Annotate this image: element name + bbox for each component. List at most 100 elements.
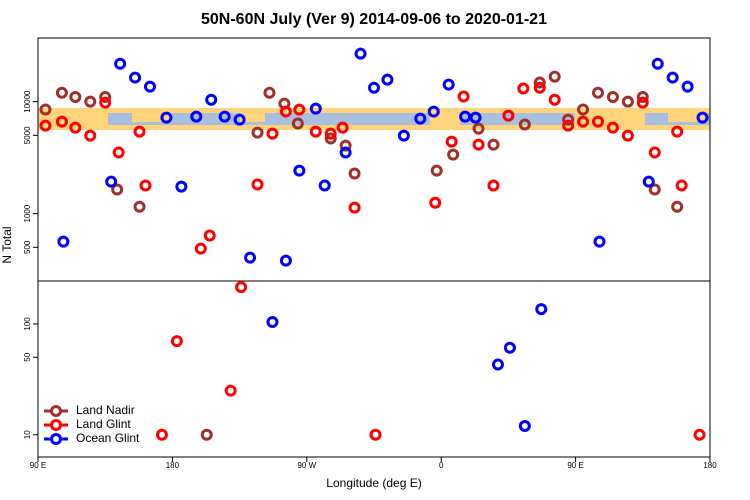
y-tick-label: 500: [23, 240, 32, 254]
point: [457, 90, 470, 103]
point: [447, 148, 460, 161]
point: [348, 167, 361, 180]
legend-label: Land Nadir: [76, 403, 135, 417]
y-tick-label: 100: [23, 317, 32, 331]
y-tick-label: 1000: [23, 204, 32, 222]
point: [336, 121, 349, 134]
point: [442, 78, 455, 91]
point: [99, 96, 112, 109]
bottom-panel-frame: [37, 280, 711, 458]
point: [592, 86, 604, 99]
point: [324, 127, 337, 140]
map-strip: [38, 108, 710, 130]
point: [57, 235, 70, 248]
point: [133, 125, 146, 138]
point: [266, 316, 279, 329]
point: [251, 126, 264, 139]
point: [487, 138, 500, 151]
point: [503, 341, 516, 354]
point: [491, 358, 504, 371]
point: [218, 110, 231, 123]
point: [533, 81, 546, 94]
point: [112, 146, 125, 159]
point: [105, 175, 118, 188]
point: [55, 86, 68, 99]
chart-title: 50N-60N July (Ver 9) 2014-09-06 to 2020-…: [201, 11, 547, 28]
point: [562, 113, 575, 126]
point: [469, 111, 482, 124]
point: [111, 183, 124, 196]
point: [487, 179, 500, 192]
point: [144, 80, 156, 93]
point: [459, 110, 472, 123]
point: [577, 115, 590, 128]
x-tick-label: 90 E: [30, 461, 46, 470]
legend-marker: [50, 419, 62, 431]
x-tick-label: 90 E: [567, 461, 583, 470]
point: [368, 81, 380, 94]
point: [636, 96, 649, 109]
point: [675, 179, 688, 192]
point: [205, 93, 218, 106]
point: [99, 90, 112, 103]
point: [472, 122, 485, 135]
point: [427, 105, 440, 118]
point: [318, 179, 331, 192]
point: [548, 93, 561, 106]
point: [535, 303, 548, 316]
point: [517, 82, 530, 95]
point: [200, 428, 213, 441]
legend-label: Land Glint: [76, 417, 131, 431]
legend-marker: [50, 405, 62, 417]
x-tick-label: 180: [166, 461, 180, 470]
point: [190, 110, 203, 123]
point: [606, 90, 619, 103]
y-tick-label: 10000: [23, 90, 32, 113]
point: [429, 196, 442, 209]
point: [266, 127, 279, 140]
point: [233, 113, 246, 126]
point: [548, 70, 561, 83]
point: [84, 95, 97, 108]
point: [244, 251, 257, 264]
point: [224, 384, 237, 397]
x-axis-label: Longitude (deg E): [326, 476, 421, 490]
point: [133, 200, 146, 213]
point: [693, 428, 706, 441]
x-tick-label: 180: [703, 461, 717, 470]
point: [155, 428, 168, 441]
point: [681, 80, 694, 93]
point: [194, 242, 207, 255]
point: [339, 146, 352, 159]
point: [621, 95, 634, 108]
point: [648, 183, 661, 196]
point: [696, 111, 709, 124]
point: [55, 115, 68, 128]
point: [339, 139, 352, 152]
point: [666, 71, 679, 84]
point: [642, 175, 655, 188]
point: [518, 118, 531, 131]
point: [562, 119, 575, 132]
y-axis-label: N Total: [0, 226, 14, 263]
point: [160, 111, 173, 124]
point: [69, 90, 82, 103]
x-tick-label: 0: [439, 461, 444, 470]
point: [170, 335, 183, 348]
point: [533, 76, 546, 89]
point: [279, 254, 292, 267]
x-tick-label: 90 W: [297, 461, 316, 470]
point: [348, 201, 361, 214]
point: [293, 103, 306, 116]
point: [648, 146, 661, 159]
point: [129, 71, 142, 84]
point: [430, 164, 443, 177]
point: [324, 132, 337, 145]
point: [354, 47, 367, 60]
point: [369, 428, 382, 441]
point: [472, 138, 485, 151]
legend-label: Ocean Glint: [76, 431, 140, 445]
point: [381, 73, 394, 86]
point: [114, 57, 127, 70]
